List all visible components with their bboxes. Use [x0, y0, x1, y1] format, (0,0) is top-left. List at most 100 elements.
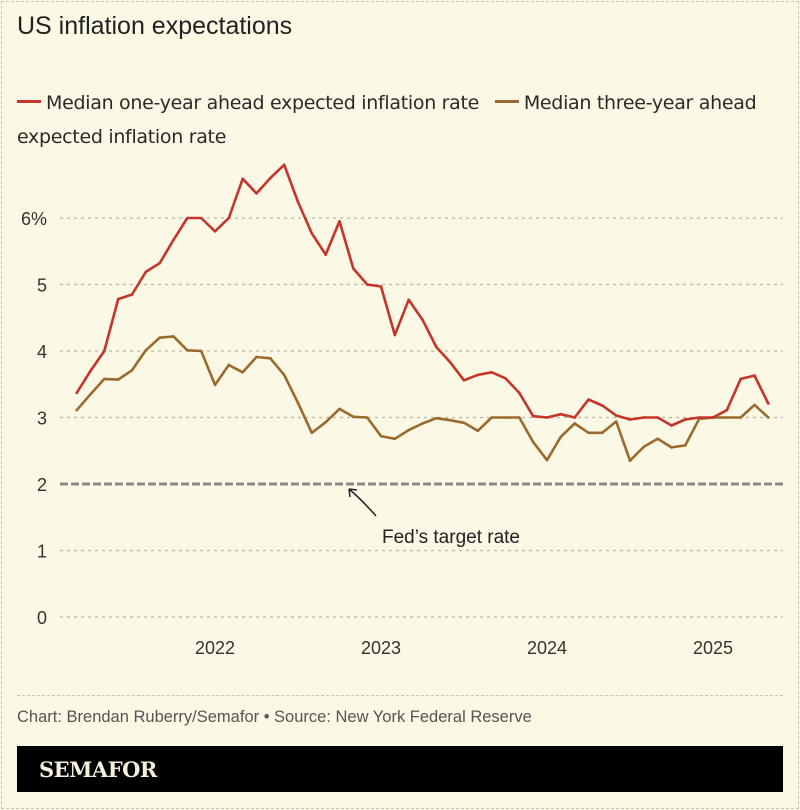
data-point-one-year — [172, 238, 175, 242]
data-point-three-year — [573, 422, 576, 425]
data-point-three-year — [462, 421, 466, 425]
data-point-three-year — [628, 459, 632, 463]
data-point-one-year — [103, 349, 106, 353]
annotation-arrow-icon — [348, 488, 377, 517]
data-point-three-year — [269, 357, 272, 360]
data-point-three-year — [282, 373, 286, 377]
data-point-one-year — [310, 231, 314, 235]
data-point-three-year — [227, 363, 231, 367]
data-point-three-year — [476, 429, 480, 433]
legend-label-three-year: Median three-year ahead expected inflati… — [17, 92, 757, 148]
chart-title: US inflation expectations — [17, 12, 293, 40]
fed-target-label: Fed’s target rate — [382, 527, 520, 548]
data-point-three-year — [642, 445, 646, 449]
data-point-one-year — [697, 416, 701, 419]
data-point-three-year — [213, 383, 217, 387]
data-point-three-year — [310, 431, 314, 435]
data-point-one-year — [490, 370, 493, 374]
data-point-three-year — [767, 416, 770, 419]
data-point-three-year — [684, 444, 687, 447]
data-point-one-year — [324, 253, 327, 256]
data-point-three-year — [393, 437, 397, 441]
data-point-one-year — [670, 424, 673, 427]
data-point-one-year — [199, 216, 203, 220]
y-tick-label: 4 — [37, 342, 47, 362]
y-tick-label: 5 — [37, 276, 47, 296]
data-point-three-year — [587, 431, 590, 435]
data-point-three-year — [158, 336, 161, 340]
y-tick-label: 1 — [37, 542, 47, 562]
data-point-one-year — [448, 361, 452, 364]
data-point-three-year — [531, 440, 535, 444]
data-point-one-year — [462, 378, 466, 382]
data-point-three-year — [172, 335, 175, 338]
data-point-one-year — [504, 376, 507, 380]
data-point-one-year — [435, 345, 438, 349]
data-point-three-year — [379, 434, 383, 438]
data-point-one-year — [379, 285, 383, 288]
data-point-one-year — [739, 377, 742, 381]
y-tick-label: 3 — [37, 409, 47, 429]
line-chart: 0 1 2 3 4 5 6% Fed’s target rate 2022 2023 2024 202… — [21, 163, 783, 658]
data-point-three-year — [407, 428, 410, 432]
data-point-three-year — [725, 416, 729, 419]
legend-label-one-year: Median one-year ahead expected inflation… — [46, 92, 480, 114]
data-point-three-year — [241, 370, 244, 374]
data-point-three-year — [89, 392, 92, 396]
data-point-three-year — [186, 349, 189, 352]
legend: Median one-year ahead expected inflation… — [17, 86, 777, 154]
data-point-one-year — [628, 418, 632, 421]
data-point-three-year — [518, 416, 521, 419]
data-point-one-year — [531, 414, 535, 418]
data-point-one-year — [601, 404, 604, 407]
data-point-three-year — [130, 368, 134, 372]
data-point-one-year — [684, 418, 687, 421]
data-point-three-year — [670, 446, 673, 449]
data-point-one-year — [158, 261, 161, 265]
data-point-one-year — [518, 391, 521, 395]
series-line-one-year — [75, 163, 770, 427]
data-point-one-year — [725, 408, 729, 412]
source-note: Chart: Brendan Ruberry/Semafor • Source:… — [17, 708, 532, 726]
data-point-three-year — [421, 422, 424, 425]
data-point-one-year — [656, 416, 659, 419]
data-point-one-year — [559, 412, 563, 416]
data-point-one-year — [767, 402, 770, 405]
data-point-one-year — [587, 398, 590, 401]
data-point-one-year — [116, 297, 120, 301]
data-point-three-year — [545, 458, 549, 462]
data-point-one-year — [255, 192, 258, 195]
data-point-three-year — [601, 431, 604, 435]
footer-divider — [17, 695, 783, 696]
data-point-one-year — [296, 200, 300, 204]
y-tick-label: 2 — [37, 475, 47, 495]
data-point-three-year — [490, 416, 493, 419]
data-point-one-year — [282, 163, 286, 167]
brand-bar: SEMAFOR — [17, 746, 783, 792]
data-point-one-year — [573, 416, 576, 419]
data-point-one-year — [338, 220, 341, 223]
data-point-three-year — [448, 418, 452, 422]
data-point-three-year — [255, 355, 258, 359]
data-point-one-year — [269, 176, 272, 180]
series-line-three-year — [75, 335, 770, 462]
x-tick-label: 2025 — [693, 638, 733, 658]
semafor-logo: SEMAFOR — [39, 757, 157, 782]
data-point-three-year — [116, 378, 120, 381]
data-point-three-year — [352, 415, 355, 419]
data-point-one-year — [365, 283, 369, 286]
data-point-one-year — [407, 298, 410, 302]
data-point-one-year — [241, 177, 244, 181]
data-point-three-year — [296, 401, 300, 405]
data-point-one-year — [75, 391, 78, 395]
data-point-one-year — [144, 270, 148, 274]
data-point-three-year — [435, 416, 438, 420]
data-point-one-year — [130, 293, 134, 296]
data-point-three-year — [365, 416, 369, 419]
data-point-one-year — [476, 373, 480, 377]
data-point-three-year — [614, 420, 618, 423]
x-tick-label: 2022 — [195, 638, 235, 658]
data-point-three-year — [324, 420, 327, 424]
data-point-three-year — [103, 377, 106, 381]
